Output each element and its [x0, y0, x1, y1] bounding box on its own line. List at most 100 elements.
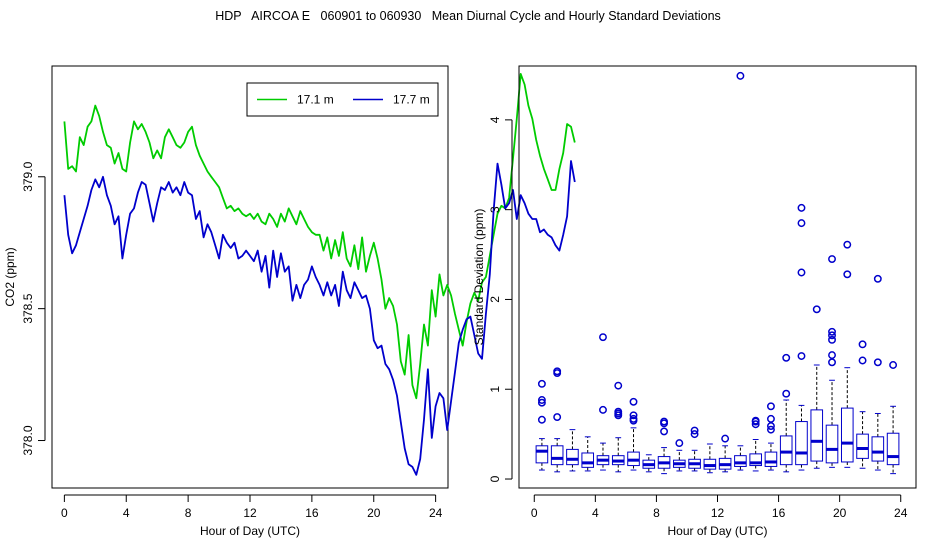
y-tick-label: 379.0: [21, 161, 35, 191]
box-iqr: [764, 451, 778, 467]
plot-frame-0: [51, 65, 449, 489]
box-iqr: [856, 433, 869, 459]
box-outlier-point: [766, 425, 775, 434]
y-axis-label: CO2 (ppm): [3, 247, 17, 306]
box-hour: [627, 397, 640, 471]
y-tick-label: 1: [488, 386, 502, 393]
box-outlier-point: [782, 353, 791, 362]
series-line-17-1-m: [63, 73, 576, 400]
box-iqr: [840, 407, 854, 463]
y-tick-label: 3: [488, 206, 502, 213]
box-hour: [673, 439, 686, 472]
box-outlier-point: [812, 305, 821, 314]
x-tick-label: 4: [592, 506, 599, 520]
legend-label: 17.1 m: [297, 93, 334, 107]
box-iqr: [886, 432, 900, 466]
box-outlier-point: [766, 402, 775, 411]
box-outlier-point: [782, 389, 791, 398]
box-outlier-point: [858, 340, 867, 349]
box-outlier-point: [889, 361, 898, 369]
box-hour: [871, 274, 885, 471]
box-hour: [718, 434, 732, 473]
box-outlier-point: [797, 352, 806, 360]
box-outlier-point: [537, 398, 546, 407]
box-iqr: [810, 409, 824, 462]
box-outlier-point: [675, 439, 684, 448]
box-outlier-point: [828, 327, 836, 336]
box-hour: [550, 367, 564, 473]
x-tick-label: 24: [429, 506, 443, 520]
box-outlier-point: [629, 397, 638, 406]
box-hour: [795, 203, 808, 471]
x-tick-label: 20: [833, 506, 847, 520]
x-tick-label: 24: [894, 506, 908, 520]
box-outlier-point: [553, 413, 562, 422]
box-iqr: [779, 435, 793, 466]
box-hour: [825, 255, 839, 468]
y-tick-label: 4: [488, 116, 502, 123]
box-iqr: [871, 436, 885, 462]
x-tick-label: 8: [185, 506, 192, 520]
box-outlier-point: [828, 331, 836, 340]
box-hour: [535, 379, 549, 471]
box-outlier-point: [843, 240, 852, 249]
box-hour: [688, 426, 701, 472]
box-outlier-point: [614, 407, 623, 416]
box-iqr: [795, 421, 808, 466]
x-tick-label: 8: [653, 506, 660, 520]
x-tick-label: 16: [305, 506, 319, 520]
box-outlier-point: [629, 414, 638, 423]
page-title: HDP AIRCOA E 060901 to 060930 Mean Diurn…: [215, 9, 721, 23]
box-hour: [764, 402, 778, 471]
x-tick-label: 20: [367, 506, 381, 520]
box-hour: [810, 305, 824, 469]
box-hour: [611, 381, 625, 473]
box-outlier-point: [751, 416, 760, 425]
box-outlier-point: [614, 381, 623, 390]
box-outlier-point: [828, 335, 836, 344]
box-outlier-point: [690, 426, 699, 435]
box-hour: [779, 353, 793, 473]
box-hour: [840, 240, 854, 468]
box-iqr: [825, 424, 839, 464]
box-hour: [642, 454, 656, 473]
box-outlier-point: [599, 405, 607, 414]
box-outlier-point: [828, 255, 836, 263]
box-outlier-point: [537, 379, 546, 388]
box-hour: [657, 417, 671, 475]
box-iqr: [581, 452, 595, 468]
x-axis-label: Hour of Day (UTC): [200, 524, 300, 538]
legend-label: 17.7 m: [393, 93, 430, 107]
box-iqr: [566, 448, 579, 466]
box-hour: [749, 416, 762, 472]
box-outlier-point: [751, 420, 760, 429]
box-hour: [703, 443, 717, 474]
x-tick-label: 0: [531, 506, 538, 520]
box-outlier-point: [766, 414, 775, 423]
box-outlier-point: [797, 268, 806, 277]
x-tick-label: 12: [711, 506, 725, 520]
box-outlier-point: [828, 351, 836, 360]
box-outlier-point: [537, 415, 546, 424]
box-outlier-point: [736, 71, 745, 80]
y-tick-label: 378.0: [21, 425, 35, 455]
box-iqr: [749, 453, 762, 467]
box-outlier-point: [843, 270, 852, 279]
series-line-17-7-m: [63, 160, 576, 476]
box-iqr: [550, 445, 564, 466]
box-outlier-point: [797, 203, 806, 212]
y-tick-label: 2: [488, 296, 502, 303]
y-tick-label: 0: [488, 475, 502, 482]
box-outlier-point: [858, 356, 867, 365]
y-axis-label: Standard Deviation (ppm): [472, 209, 486, 346]
box-outlier-point: [660, 427, 669, 436]
box-outlier-point: [828, 358, 836, 367]
plot-frame-1: [518, 65, 917, 489]
box-hour: [886, 361, 900, 475]
box-outlier-point: [797, 219, 806, 228]
x-tick-label: 4: [123, 506, 130, 520]
box-outlier-point: [690, 430, 699, 439]
x-tick-label: 0: [61, 506, 68, 520]
y-tick-label: 378.5: [21, 293, 35, 323]
